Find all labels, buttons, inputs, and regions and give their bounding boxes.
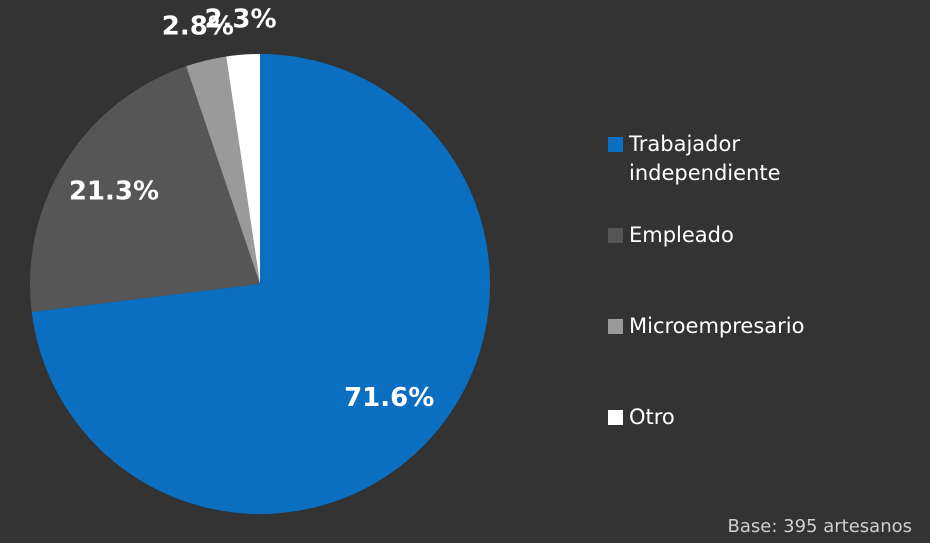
pie-slice bbox=[226, 54, 260, 284]
legend-item: Empleado bbox=[608, 221, 734, 250]
legend-item: Microempresario bbox=[608, 312, 804, 341]
legend-label: Trabajador independiente bbox=[629, 132, 781, 185]
data-label: 2.8% bbox=[162, 11, 234, 41]
pie-slice bbox=[31, 54, 491, 514]
legend-item: Trabajador independiente bbox=[608, 130, 829, 188]
pie-slice bbox=[30, 66, 260, 312]
legend-swatch bbox=[608, 319, 623, 334]
legend-label: Empleado bbox=[629, 223, 734, 247]
legend-swatch bbox=[608, 410, 623, 425]
pie-slice bbox=[186, 56, 260, 284]
legend-swatch bbox=[608, 137, 623, 152]
legend-label: Otro bbox=[629, 405, 675, 429]
legend-label: Microempresario bbox=[629, 314, 805, 338]
legend-item: Otro bbox=[608, 403, 675, 432]
note: Base: 395 artesanos bbox=[727, 516, 912, 537]
data-label: 2.3% bbox=[204, 5, 276, 35]
data-label: 71.6% bbox=[344, 383, 434, 413]
legend-swatch bbox=[608, 228, 623, 243]
data-label: 21.3% bbox=[69, 177, 159, 207]
